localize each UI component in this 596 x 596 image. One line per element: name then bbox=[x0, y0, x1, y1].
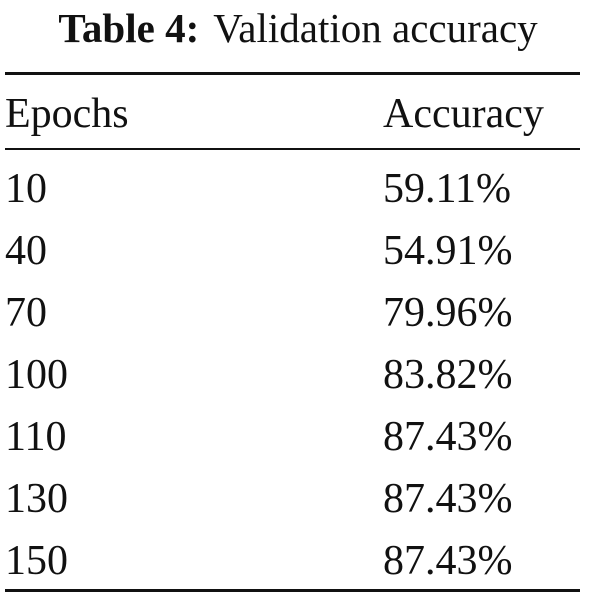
table-header-row: Epochs Accuracy bbox=[0, 86, 596, 142]
cell-accuracy: 83.82% bbox=[383, 352, 513, 398]
table-row: 110 87.43% bbox=[0, 407, 596, 469]
cell-epochs: 130 bbox=[5, 476, 68, 522]
cell-epochs: 70 bbox=[5, 290, 47, 336]
cell-epochs: 40 bbox=[5, 228, 47, 274]
cell-accuracy: 87.43% bbox=[383, 414, 513, 460]
top-rule bbox=[5, 72, 580, 75]
table-row: 150 87.43% bbox=[0, 531, 596, 593]
cell-epochs: 110 bbox=[5, 414, 67, 460]
cell-accuracy: 54.91% bbox=[383, 228, 513, 274]
table-caption: Table 4: Validation accuracy bbox=[0, 0, 596, 56]
header-rule bbox=[5, 148, 580, 150]
table-caption-text: Validation accuracy bbox=[213, 5, 538, 51]
cell-accuracy: 87.43% bbox=[383, 476, 513, 522]
table-row: 130 87.43% bbox=[0, 469, 596, 531]
table-row: 40 54.91% bbox=[0, 221, 596, 283]
table-row: 10 59.11% bbox=[0, 159, 596, 221]
cell-epochs: 10 bbox=[5, 166, 47, 212]
cell-accuracy: 59.11% bbox=[383, 166, 511, 212]
cell-epochs: 100 bbox=[5, 352, 68, 398]
bottom-rule bbox=[5, 589, 580, 592]
header-accuracy: Accuracy bbox=[383, 91, 544, 137]
cell-epochs: 150 bbox=[5, 538, 68, 584]
table-caption-label: Table 4: bbox=[58, 5, 200, 51]
table-body: 10 59.11% 40 54.91% 70 79.96% 100 83.82%… bbox=[0, 159, 596, 593]
cell-accuracy: 79.96% bbox=[383, 290, 513, 336]
table-row: 100 83.82% bbox=[0, 345, 596, 407]
cell-accuracy: 87.43% bbox=[383, 538, 513, 584]
table-row: 70 79.96% bbox=[0, 283, 596, 345]
header-epochs: Epochs bbox=[5, 91, 129, 137]
